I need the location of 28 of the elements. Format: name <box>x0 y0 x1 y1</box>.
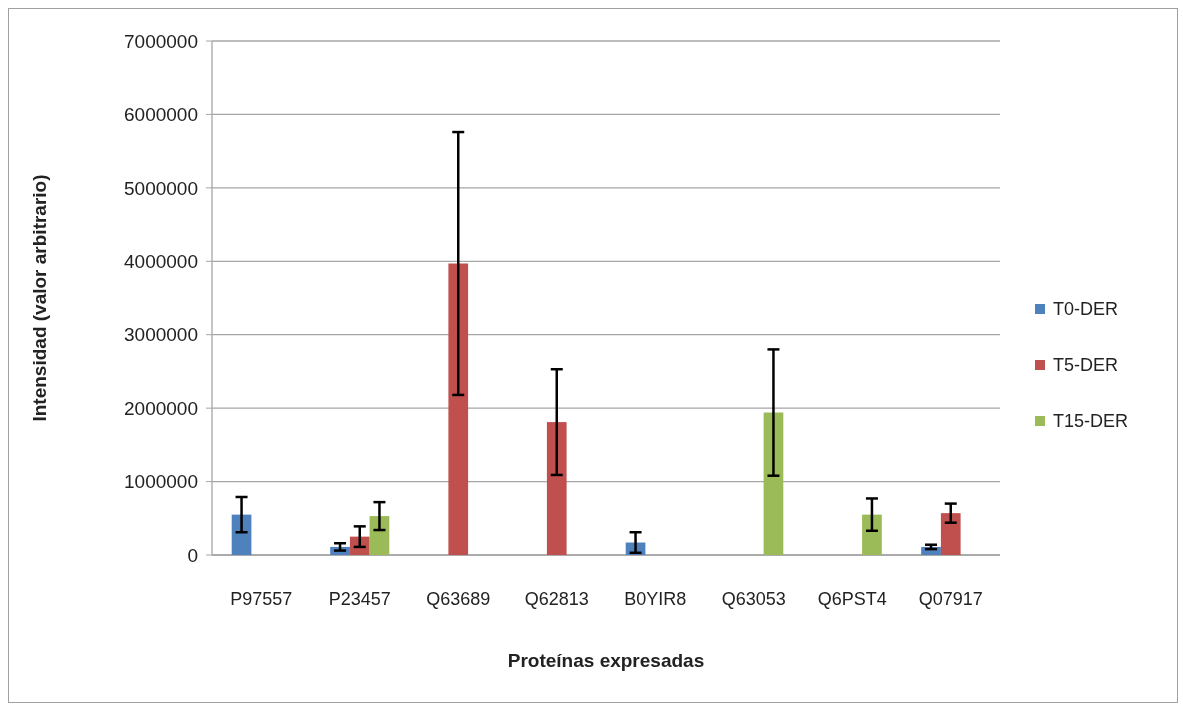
x-axis-title: Proteínas expresadas <box>507 650 705 671</box>
bar <box>231 514 252 555</box>
bar <box>546 422 567 555</box>
y-tick-label: 6000000 <box>124 104 198 126</box>
legend-label: T15-DER <box>1053 411 1129 432</box>
x-tick-label: Q6PST4 <box>817 589 887 609</box>
x-tick-label: P23457 <box>328 589 391 609</box>
bar <box>940 513 961 555</box>
y-tick-label: 5000000 <box>124 177 198 199</box>
y-tick-label: 2000000 <box>124 397 198 419</box>
y-axis-title: Intensidad (valor arbitrario) <box>29 174 50 422</box>
y-tick-label: 3000000 <box>124 324 198 346</box>
bar <box>369 516 390 555</box>
x-tick-label: Q63689 <box>426 589 491 609</box>
x-tick-label: Q63053 <box>721 589 786 609</box>
y-tick-label: 1000000 <box>124 471 198 493</box>
y-tick-label: 7000000 <box>124 30 198 52</box>
bar <box>862 514 882 555</box>
legend-label: T0-DER <box>1053 299 1119 320</box>
x-tick-label: Q62813 <box>524 589 589 609</box>
y-tick-label: 0 <box>187 544 198 566</box>
y-tick-label: 4000000 <box>124 250 198 272</box>
bar <box>763 412 784 555</box>
legend-label: T5-DER <box>1053 355 1119 376</box>
x-tick-label: Q07917 <box>918 589 983 609</box>
x-tick-label: B0YIR8 <box>624 589 687 609</box>
x-tick-label: P97557 <box>230 589 293 609</box>
bar <box>448 263 469 555</box>
